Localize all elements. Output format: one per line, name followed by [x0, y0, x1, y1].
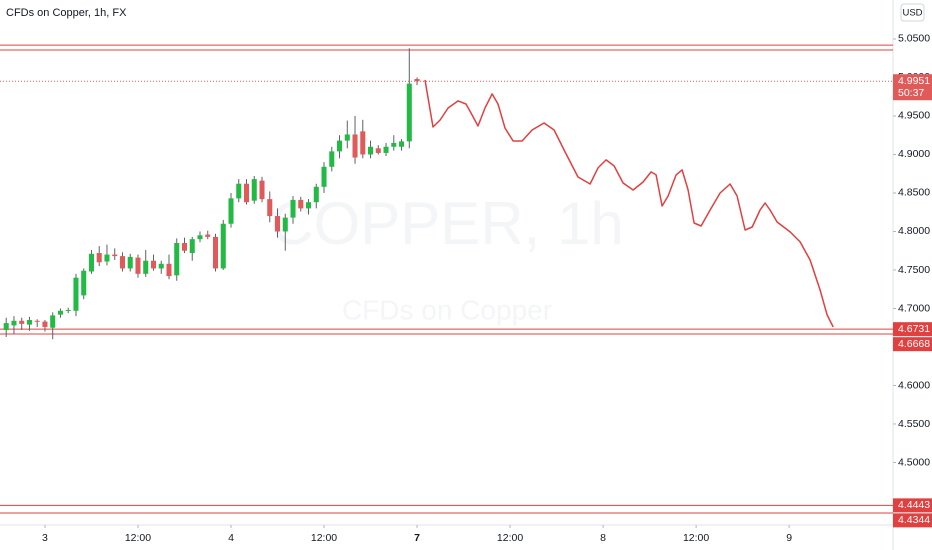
candle-body: [166, 263, 172, 277]
candle-body: [34, 320, 40, 322]
candle-body: [150, 260, 157, 269]
candle-body: [344, 134, 350, 141]
y-tick-label: 4.7000: [898, 302, 930, 314]
watermark: COPPER, 1h: [270, 190, 623, 257]
candle-body: [57, 310, 63, 315]
y-tick-label: 4.7500: [898, 264, 930, 276]
candle-body: [158, 263, 164, 269]
candle-body: [19, 320, 25, 324]
candle-body: [112, 254, 118, 257]
currency-button[interactable]: [900, 3, 925, 22]
candle-body: [189, 239, 195, 254]
chart-title: CFDs on Copper, 1h, FX: [6, 7, 127, 19]
candle-body: [329, 151, 335, 167]
y-tick-label: 4.6000: [898, 379, 930, 391]
candle-body: [337, 140, 343, 152]
candle-body: [212, 236, 219, 269]
candle-body: [282, 217, 288, 232]
candle-body: [305, 202, 312, 209]
candle-body: [236, 183, 242, 199]
candle-body: [205, 234, 211, 237]
y-tick-label: 4.8500: [898, 187, 930, 199]
price-label: 4.4443: [898, 499, 930, 511]
y-tick-label: 4.9500: [898, 110, 930, 122]
candle-body: [104, 254, 110, 262]
price-label: 4.4344: [898, 514, 930, 526]
price-label: 4.6668: [898, 338, 930, 350]
x-tick-label: 12:00: [311, 532, 337, 544]
candle-body: [220, 223, 226, 269]
candle-body: [321, 166, 327, 187]
price-label-bg: [893, 337, 932, 352]
x-tick-label: 7: [414, 532, 420, 544]
candle-body: [42, 321, 48, 327]
x-tick-label: 4: [228, 532, 234, 544]
price-label-bg: [893, 498, 932, 513]
candle-body: [399, 141, 405, 147]
candle-body: [267, 199, 273, 217]
candle-body: [375, 148, 381, 153]
candle-body: [360, 131, 366, 155]
candle-body: [81, 270, 87, 296]
candle-body: [143, 260, 149, 274]
watermark-subtitle: CFDs on Copper: [342, 294, 552, 325]
candle-body: [274, 216, 281, 232]
candle-body: [290, 199, 296, 218]
x-tick-label: 12:00: [683, 532, 709, 544]
candle-body: [298, 199, 304, 209]
candle-body: [406, 83, 412, 142]
x-tick-label: 3: [42, 532, 48, 544]
candle-body: [181, 243, 188, 251]
candle-body: [391, 142, 397, 147]
candle-body: [3, 323, 9, 331]
x-tick-label: 9: [786, 532, 792, 544]
candle-body: [383, 146, 389, 153]
candle-body: [96, 253, 102, 263]
candle-body: [414, 79, 420, 82]
candle-body: [11, 320, 17, 326]
candle-body: [259, 180, 265, 200]
candle-body: [352, 134, 358, 158]
price-label: 4.6731: [898, 323, 930, 335]
y-tick-label: 4.8000: [898, 225, 930, 237]
candle-body: [26, 320, 32, 325]
candle-body: [368, 146, 374, 155]
last-price-label: 4.9951: [898, 75, 930, 87]
projection-line: [424, 79, 834, 328]
y-tick-label: 4.5500: [898, 418, 930, 430]
candle-body: [197, 235, 203, 240]
price-label-bg: [893, 513, 932, 528]
candle-body: [135, 257, 141, 274]
last-price-label-bg: [893, 74, 932, 101]
x-tick-label: 12:00: [125, 532, 151, 544]
candle-body: [50, 315, 56, 328]
x-tick-label: 12:00: [497, 532, 523, 544]
candle-body: [174, 243, 180, 276]
countdown: 50:37: [898, 87, 924, 99]
candle-body: [119, 256, 125, 269]
y-tick-label: 4.5000: [898, 456, 930, 468]
x-tick-label: 8: [600, 532, 606, 544]
candle-body: [65, 310, 71, 312]
y-tick-label: 5.0500: [898, 33, 930, 45]
candle-body: [243, 183, 250, 203]
currency-label[interactable]: USD: [902, 8, 922, 19]
candle-body: [251, 179, 257, 201]
candle-body: [228, 198, 234, 224]
candle-body: [88, 253, 94, 272]
price-label-bg: [893, 322, 932, 337]
y-tick-label: 4.9000: [898, 148, 930, 160]
candle-body: [313, 186, 319, 203]
candle-body: [127, 256, 133, 269]
candle-body: [73, 277, 79, 311]
